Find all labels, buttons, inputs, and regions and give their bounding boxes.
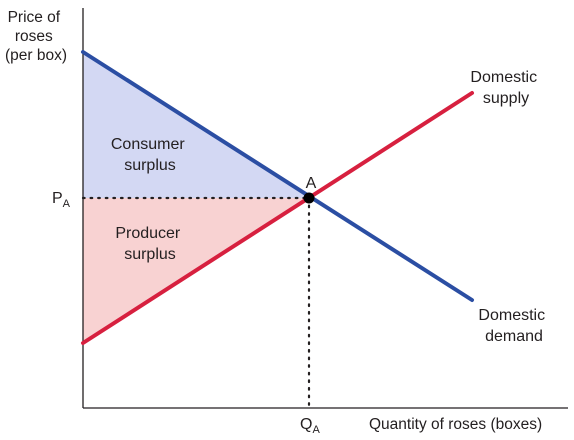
supply-curve: [81, 91, 474, 345]
equilibrium-price-label: PA: [52, 190, 71, 210]
y-axis-title-line: Price of: [8, 9, 61, 26]
x-axis-title: Quantity of roses (boxes): [369, 416, 542, 433]
supply-curve-label-line: supply: [483, 90, 529, 107]
price-label-subscript: A: [63, 198, 71, 210]
producer-surplus-label-line: Producer: [115, 225, 181, 242]
supply-curve-label: Domestic supply: [470, 69, 541, 107]
demand-curve-label: Domestic demand: [478, 307, 549, 345]
producer-surplus-label-line: surplus: [124, 246, 176, 263]
demand-curve-label-line: demand: [485, 328, 543, 345]
equilibrium-point-label: A: [306, 175, 317, 192]
y-axis-title-line: (per box): [5, 47, 67, 64]
demand-curve-label-line: Domestic: [478, 307, 545, 324]
consumer-surplus-label-line: Consumer: [111, 136, 185, 153]
quantity-label-main: Q: [300, 416, 312, 433]
y-axis-title: Price of roses (per box): [5, 9, 67, 64]
price-label-main: P: [52, 190, 63, 207]
producer-surplus-label: Producer surplus: [115, 225, 184, 263]
consumer-surplus-label-line: surplus: [124, 157, 176, 174]
quantity-label-subscript: A: [312, 424, 320, 436]
equilibrium-quantity-label: QA: [300, 416, 320, 436]
y-axis-title-line: roses: [15, 28, 53, 45]
consumer-surplus-label: Consumer surplus: [111, 136, 189, 174]
demand-curve: [81, 50, 474, 302]
supply-curve-label-line: Domestic: [470, 69, 537, 86]
equilibrium-point: [303, 192, 315, 204]
